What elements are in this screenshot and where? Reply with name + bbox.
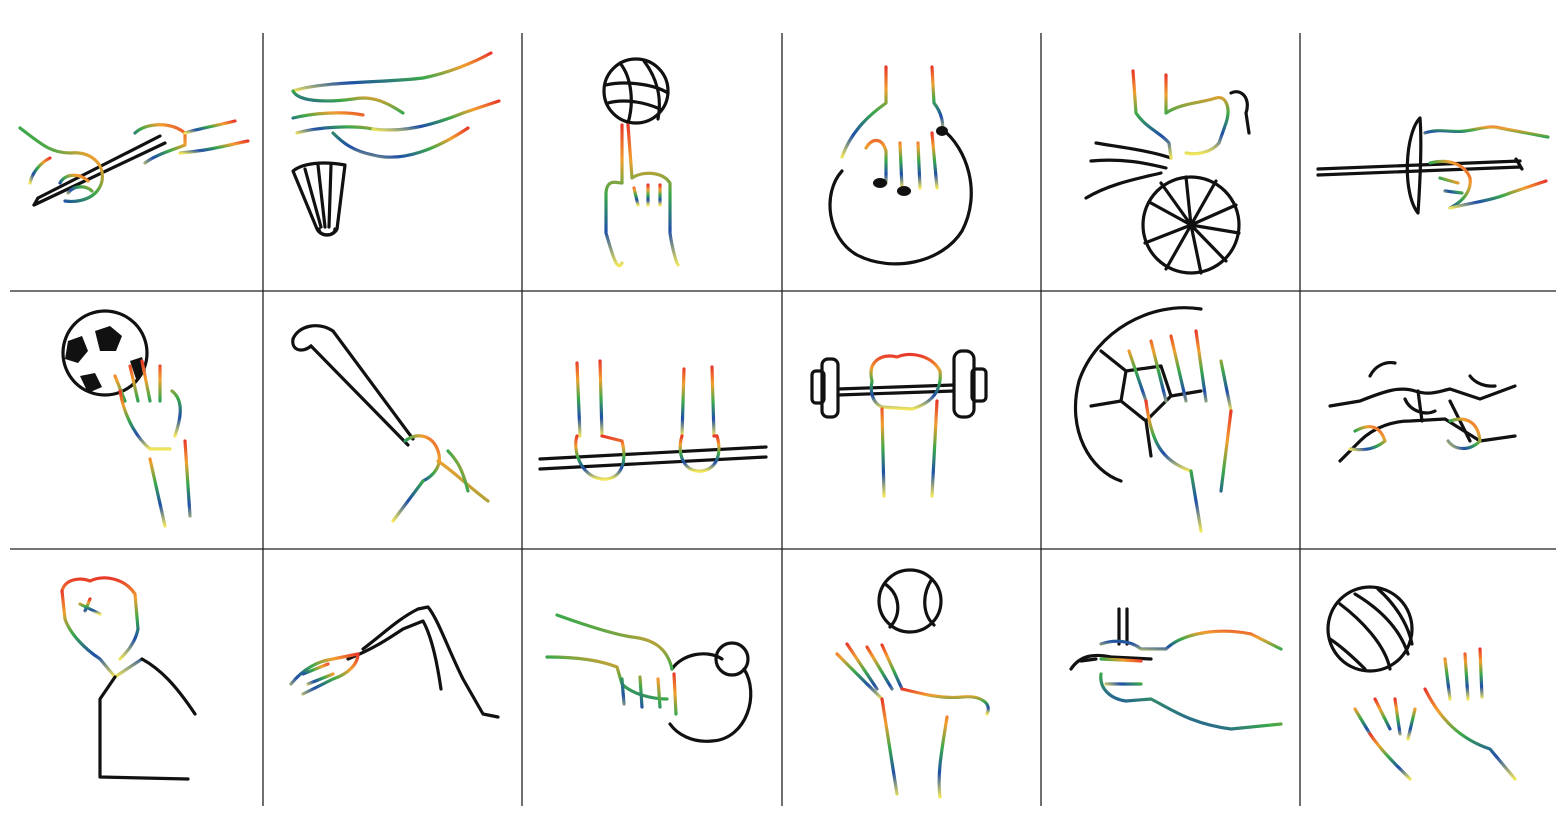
tile-tennis xyxy=(782,549,1041,806)
high-bar-gymnastics-icon xyxy=(538,359,768,481)
tile-judo xyxy=(1300,291,1556,549)
swimming-arm-icon xyxy=(289,605,500,719)
tile-volleyball xyxy=(1300,549,1556,806)
raised-fist-icon xyxy=(60,576,197,781)
bowling-ball-icon xyxy=(828,65,973,266)
shot-put-icon xyxy=(545,613,753,743)
archery-release-icon xyxy=(1069,607,1283,731)
tile-basketball xyxy=(522,33,782,291)
dumbbell-weightlifting-icon xyxy=(810,349,988,498)
tile-fist xyxy=(10,549,263,806)
tile-high-bar xyxy=(522,291,782,549)
fencing-foil-icon xyxy=(1316,116,1550,215)
badminton-shuttlecock-icon xyxy=(291,51,501,237)
golf-club-icon xyxy=(291,324,490,523)
relay-baton-icon xyxy=(18,119,250,207)
tennis-ball-catch-icon xyxy=(835,568,990,799)
volleyball-hands-icon xyxy=(1326,585,1517,781)
tile-badminton xyxy=(263,33,522,291)
tile-cycling xyxy=(1041,33,1300,291)
tile-archery xyxy=(1041,549,1300,806)
tile-handball xyxy=(1041,291,1300,549)
handball-icon xyxy=(1073,306,1233,533)
tile-soccer xyxy=(10,291,263,549)
cycling-wheel-icon xyxy=(1084,69,1251,275)
judo-belt-icon xyxy=(1328,360,1517,463)
tile-relay xyxy=(10,33,263,291)
tile-weightlifting xyxy=(782,291,1041,549)
tile-swimming xyxy=(263,549,522,806)
soccer-ball-hand-icon xyxy=(61,309,192,528)
tile-bowling xyxy=(782,33,1041,291)
tile-shot-put xyxy=(522,549,782,806)
basketball-spin-icon xyxy=(602,57,680,268)
tile-fencing xyxy=(1300,33,1556,291)
tile-golf xyxy=(263,291,522,549)
